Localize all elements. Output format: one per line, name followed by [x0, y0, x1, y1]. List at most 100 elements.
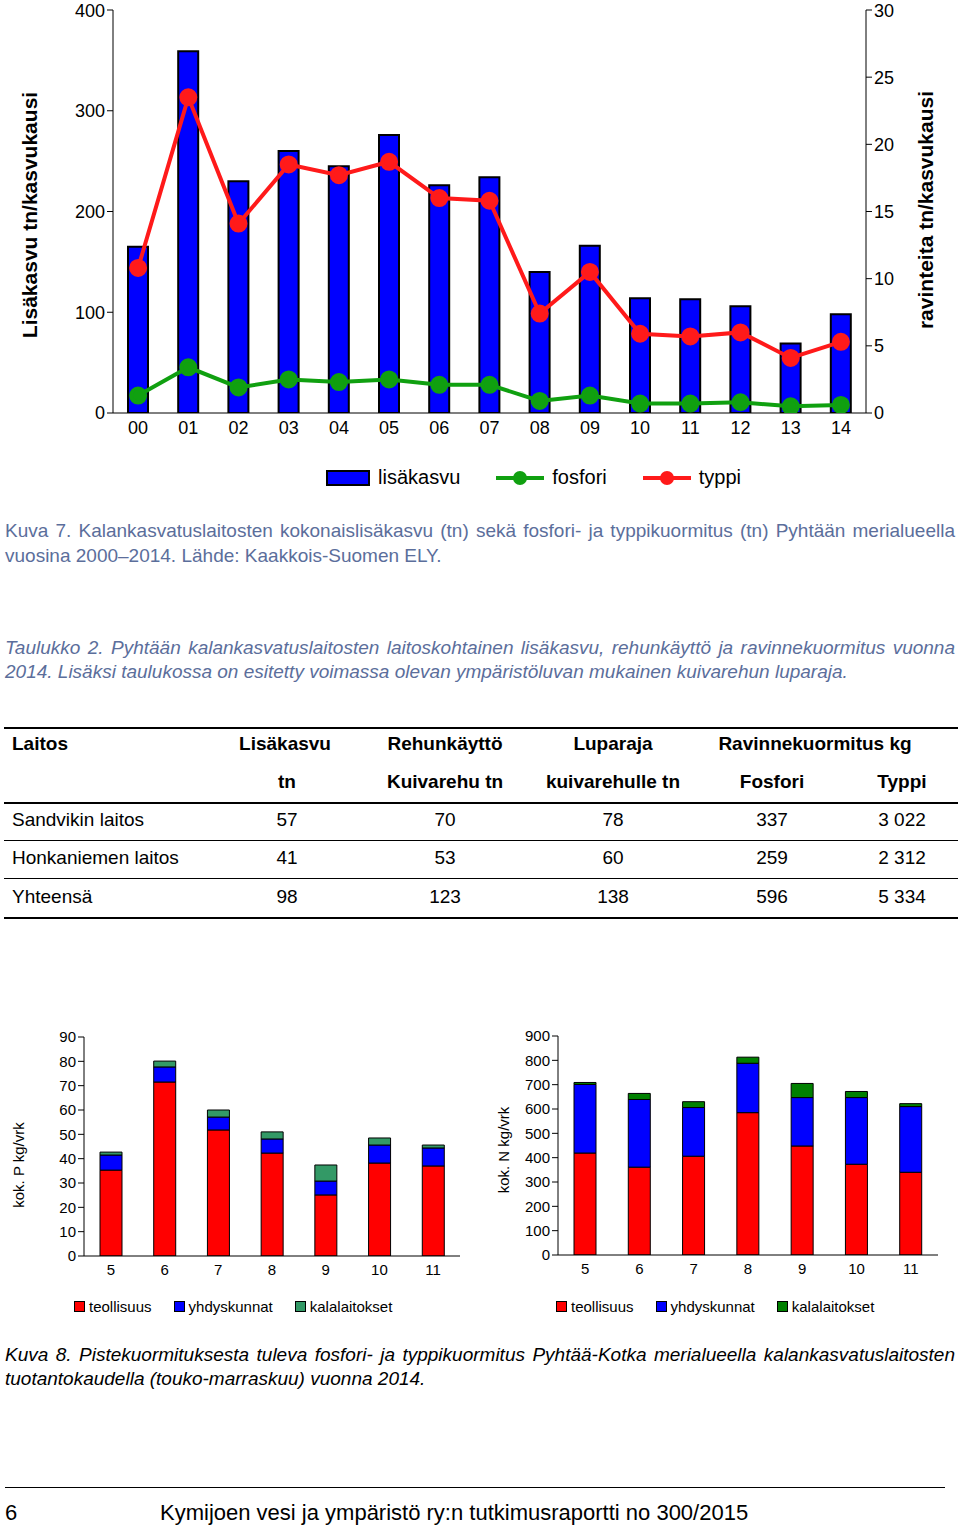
svg-text:10: 10 — [59, 1223, 76, 1240]
svg-text:60: 60 — [59, 1101, 76, 1118]
svg-text:12: 12 — [730, 418, 750, 438]
svg-text:200: 200 — [525, 1198, 550, 1215]
svg-text:400: 400 — [75, 1, 105, 21]
html-text:Kuva 7. Kalankasvatuslaitosten: Kuva 7. Kalankasvatuslaitosten kokonaisl… — [5, 520, 955, 566]
svg-text:300: 300 — [75, 101, 105, 121]
html-text:Laitos: Laitos — [12, 733, 68, 754]
html-text:tn: tn — [278, 771, 296, 792]
svg-text:09: 09 — [580, 418, 600, 438]
svg-text:00: 00 — [128, 418, 148, 438]
html-text:Honkaniemen laitos: Honkaniemen laitos — [12, 847, 179, 868]
html-text:5 334: 5 334 — [878, 886, 926, 907]
html-text:Lisäkasvu tn/kasvukausi: Lisäkasvu tn/kasvukausi — [18, 91, 41, 339]
svg-text:20: 20 — [874, 135, 894, 155]
html-text:Kymijoen vesi ja ympäristö ry:: Kymijoen vesi ja ympäristö ry:n tutkimus… — [160, 1500, 749, 1525]
html-text:Rehunkäyttö: Rehunkäyttö — [387, 733, 503, 754]
html-text:3 022: 3 022 — [878, 809, 926, 830]
html-text:typpi: typpi — [698, 466, 741, 488]
svg-text:500: 500 — [525, 1125, 550, 1142]
svg-text:11: 11 — [425, 1261, 441, 1278]
html-text:98: 98 — [276, 886, 298, 907]
svg-text:9: 9 — [798, 1260, 806, 1277]
svg-text:06: 06 — [429, 418, 449, 438]
svg-text:200: 200 — [75, 202, 105, 222]
svg-text:800: 800 — [525, 1052, 550, 1069]
html-text:Luparaja: Luparaja — [573, 733, 653, 754]
svg-text:25: 25 — [874, 68, 894, 88]
svg-text:15: 15 — [874, 202, 894, 222]
svg-text:8: 8 — [268, 1261, 276, 1278]
svg-text:10: 10 — [630, 418, 650, 438]
html-text:337: 337 — [756, 809, 788, 830]
svg-text:0: 0 — [874, 403, 884, 423]
html-text:Ravinnekuormitus kg: Ravinnekuormitus kg — [718, 733, 912, 754]
html-text:ravinteita tn/kasvukausi: ravinteita tn/kasvukausi — [914, 90, 937, 330]
html-text:259: 259 — [756, 847, 788, 868]
svg-text:100: 100 — [75, 303, 105, 323]
html-text:596: 596 — [756, 886, 788, 907]
svg-text:6: 6 — [160, 1261, 168, 1278]
svg-text:07: 07 — [479, 418, 499, 438]
html-text:123: 123 — [429, 886, 461, 907]
svg-text:30: 30 — [59, 1174, 76, 1191]
svg-text:80: 80 — [59, 1053, 76, 1070]
html-text:Kuivarehu tn: Kuivarehu tn — [386, 771, 504, 792]
svg-text:11: 11 — [903, 1260, 919, 1277]
svg-text:700: 700 — [525, 1076, 550, 1093]
svg-text:8: 8 — [744, 1260, 752, 1277]
html-text:Lisäkasvu: Lisäkasvu — [239, 733, 331, 754]
html-text:2 312: 2 312 — [878, 847, 926, 868]
svg-text:10: 10 — [874, 269, 894, 289]
svg-text:03: 03 — [279, 418, 299, 438]
html-text:41: 41 — [276, 847, 298, 868]
html-text:Typpi: Typpi — [877, 771, 927, 792]
svg-text:01: 01 — [178, 418, 198, 438]
html-text:70: 70 — [434, 809, 456, 830]
html-text:Sandvikin laitos: Sandvikin laitos — [12, 809, 144, 830]
svg-text:02: 02 — [228, 418, 248, 438]
svg-text:10: 10 — [848, 1260, 865, 1277]
svg-text:30: 30 — [874, 1, 894, 21]
html-text:78: 78 — [602, 809, 624, 830]
svg-text:04: 04 — [329, 418, 349, 438]
svg-text:400: 400 — [525, 1149, 550, 1166]
html-text:Taulukko 2. Pyhtään kalankasva: Taulukko 2. Pyhtään kalankasvatuslaitost… — [5, 637, 955, 682]
html-text:lisäkasvu: lisäkasvu — [378, 466, 461, 488]
svg-text:90: 90 — [59, 1028, 76, 1045]
svg-text:900: 900 — [525, 1027, 550, 1044]
html-text:57: 57 — [276, 809, 298, 830]
svg-text:10: 10 — [371, 1261, 388, 1278]
svg-text:100: 100 — [525, 1222, 550, 1239]
svg-text:14: 14 — [831, 418, 851, 438]
svg-text:50: 50 — [59, 1126, 76, 1143]
svg-text:70: 70 — [59, 1077, 76, 1094]
svg-text:7: 7 — [214, 1261, 222, 1278]
svg-text:9: 9 — [322, 1261, 330, 1278]
html-text:53: 53 — [434, 847, 456, 868]
svg-text:08: 08 — [530, 418, 550, 438]
svg-text:5: 5 — [107, 1261, 115, 1278]
html-text:kok. P kg/vrk: kok. P kg/vrk — [9, 1122, 27, 1208]
html-text:Fosfori: Fosfori — [739, 771, 805, 792]
svg-text:0: 0 — [68, 1247, 76, 1264]
html-text:kok. N kg/vrk: kok. N kg/vrk — [494, 1106, 512, 1194]
svg-text:11: 11 — [681, 418, 700, 438]
html-text:kuivarehulle tn: kuivarehulle tn — [545, 771, 680, 792]
svg-text:6: 6 — [635, 1260, 643, 1277]
svg-text:7: 7 — [690, 1260, 698, 1277]
svg-text:05: 05 — [379, 418, 399, 438]
html-text:Yhteensä: Yhteensä — [12, 886, 93, 907]
svg-text:20: 20 — [59, 1199, 76, 1216]
html-text:138: 138 — [597, 886, 629, 907]
html-text:Kuva 8. Pistekuormituksesta tu: Kuva 8. Pistekuormituksesta tuleva fosfo… — [5, 1344, 955, 1389]
svg-text:5: 5 — [874, 336, 884, 356]
html-text:60: 60 — [602, 847, 624, 868]
svg-text:0: 0 — [542, 1246, 550, 1263]
html-text:fosfori: fosfori — [552, 466, 607, 488]
svg-text:0: 0 — [95, 403, 105, 423]
svg-text:300: 300 — [525, 1173, 550, 1190]
svg-text:13: 13 — [781, 418, 801, 438]
svg-text:5: 5 — [581, 1260, 589, 1277]
svg-text:40: 40 — [59, 1150, 76, 1167]
svg-text:600: 600 — [525, 1100, 550, 1117]
